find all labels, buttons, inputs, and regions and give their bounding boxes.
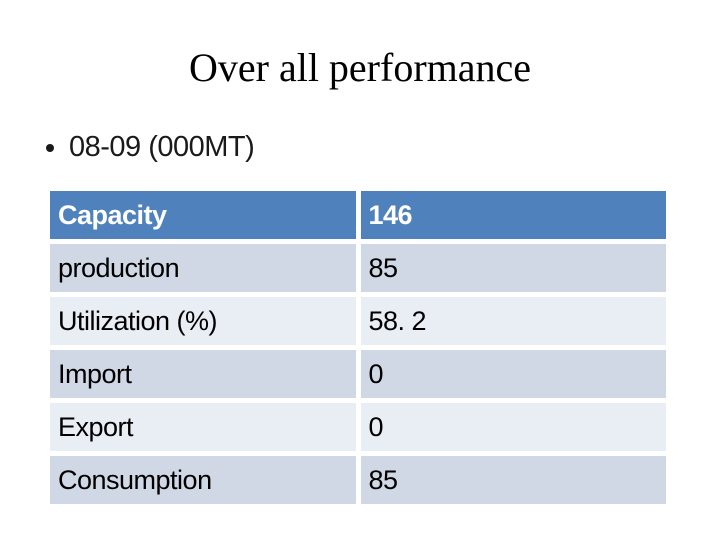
- table-header-value-cell: 146: [360, 191, 666, 239]
- slide-title: Over all performance: [188, 45, 532, 90]
- table-row-label-production: production: [50, 244, 356, 292]
- bullet-item: 08-09 (000MT): [46, 131, 255, 164]
- table-row-label-utilization: Utilization (%): [50, 297, 356, 345]
- table-header-label-cell: Capacity: [50, 191, 356, 239]
- table-row-value-import: 0: [360, 350, 666, 398]
- performance-table: Capacity 146 production 85 Utilization (…: [50, 191, 666, 504]
- table-row-label-consumption: Consumption: [50, 456, 356, 504]
- table-row-value-utilization: 58. 2: [360, 297, 666, 345]
- table-row-label-import: Import: [50, 350, 356, 398]
- table-row-value-export: 0: [360, 403, 666, 451]
- table-row-value-production: 85: [360, 244, 666, 292]
- bullet-text: 08-09 (000MT): [69, 131, 255, 163]
- table-row-value-consumption: 85: [360, 456, 666, 504]
- bullet-icon: [46, 143, 54, 152]
- table-row-label-export: Export: [50, 403, 356, 451]
